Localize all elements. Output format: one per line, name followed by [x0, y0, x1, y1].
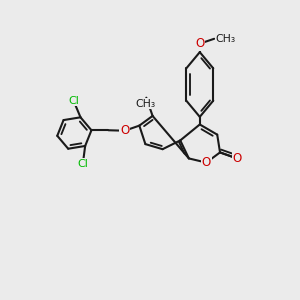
Text: O: O [120, 124, 129, 137]
Text: O: O [195, 37, 204, 50]
Text: CH₃: CH₃ [135, 99, 155, 109]
Text: CH₃: CH₃ [215, 34, 236, 44]
Text: Cl: Cl [77, 159, 88, 169]
Text: O: O [232, 152, 242, 165]
Text: O: O [202, 156, 211, 169]
Text: Cl: Cl [68, 96, 79, 106]
